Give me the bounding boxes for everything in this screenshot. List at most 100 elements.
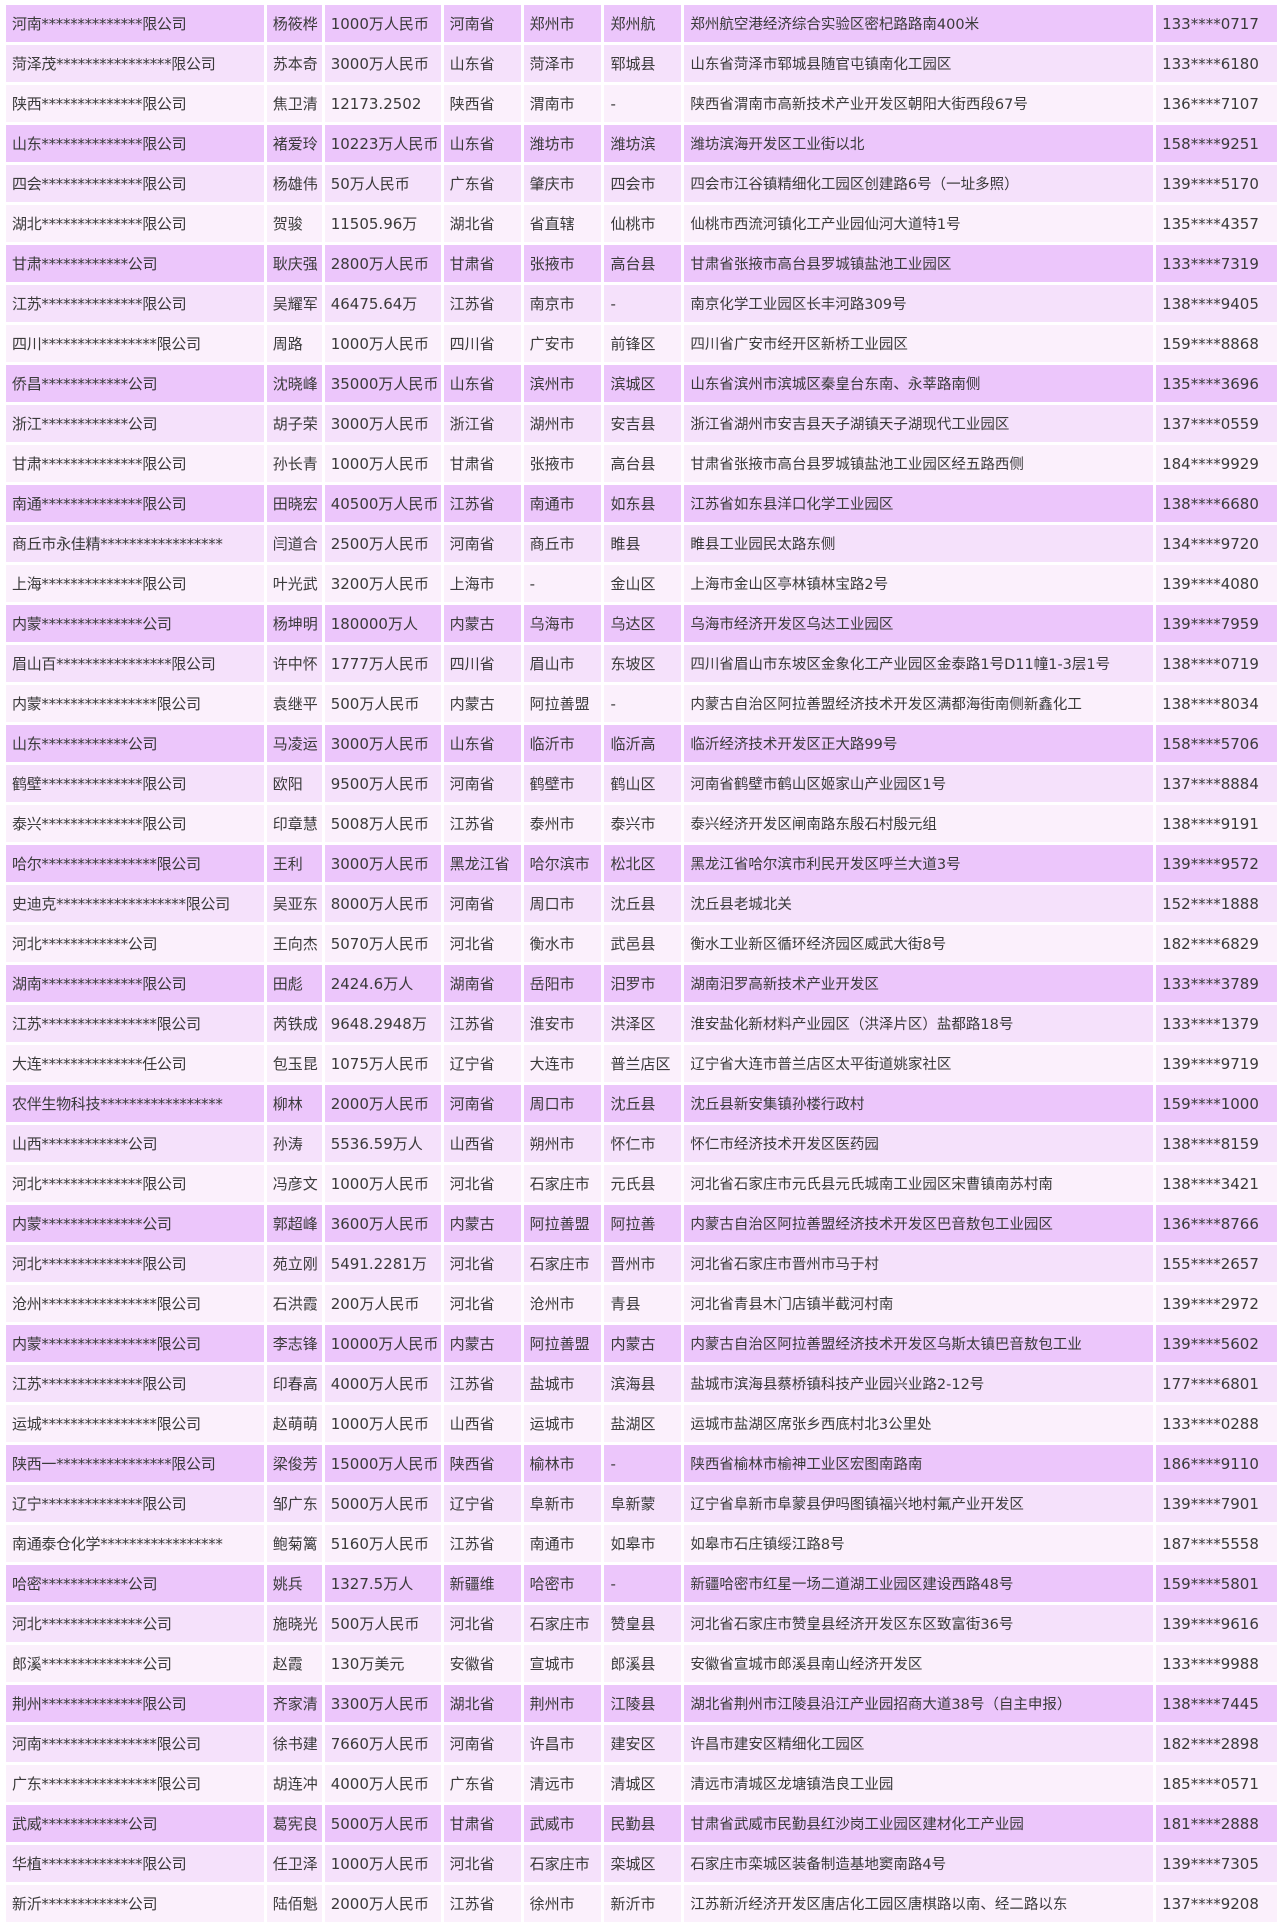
phone-cell: 181****2888 — [1156, 1805, 1277, 1842]
contact-cell: 姚兵 — [266, 1565, 322, 1602]
address-cell: 四川省广安市经开区新桥工业园区 — [684, 325, 1154, 362]
address-cell: 甘肃省武威市民勤县红沙岗工业园区建材化工产业园 — [684, 1805, 1154, 1842]
county-cell: 内蒙古 — [604, 1325, 682, 1362]
province-cell: 江苏省 — [443, 485, 521, 522]
county-cell: 前锋区 — [604, 325, 682, 362]
city-cell: 朔州市 — [523, 1125, 602, 1162]
phone-cell: 137****8884 — [1156, 765, 1277, 802]
province-cell: 山东省 — [443, 45, 521, 82]
county-cell: 如皋市 — [604, 1525, 682, 1562]
contact-cell: 杨筱桦 — [266, 5, 322, 42]
phone-cell: 159****8868 — [1156, 325, 1277, 362]
capital-cell: 5000万人民币 — [324, 1485, 441, 1522]
county-cell: - — [604, 685, 682, 722]
county-cell: 盐湖区 — [604, 1405, 682, 1442]
capital-cell: 3200万人民币 — [324, 565, 441, 602]
county-cell: 鹤山区 — [604, 765, 682, 802]
city-cell: 鹤壁市 — [523, 765, 602, 802]
capital-cell: 11505.96万 — [324, 205, 441, 242]
phone-cell: 139****2972 — [1156, 1285, 1277, 1322]
contact-cell: 石洪霞 — [266, 1285, 322, 1322]
province-cell: 河北省 — [443, 925, 521, 962]
table-row: 沧州****************限公司 石洪霞 200万人民币 河北省 沧州市 青县河… — [6, 1285, 1277, 1322]
company-cell: 甘肃**************限公司 — [6, 445, 264, 482]
city-cell: 阿拉善盟 — [523, 1325, 602, 1362]
phone-cell: 136****7107 — [1156, 85, 1277, 122]
capital-cell: 2000万人民币 — [324, 1885, 441, 1922]
address-cell: 乌海市经济开发区乌达工业园区 — [684, 605, 1154, 642]
province-cell: 河北省 — [443, 1245, 521, 1282]
table-row: 眉山百****************限公司 许中怀 1777万人民币 四川省 眉山市东… — [6, 645, 1277, 682]
province-cell: 浙江省 — [443, 405, 521, 442]
county-cell: 东坡区 — [604, 645, 682, 682]
province-cell: 黑龙江省 — [443, 845, 521, 882]
address-cell: 浙江省湖州市安吉县天子湖镇天子湖现代工业园区 — [684, 405, 1154, 442]
contact-cell: 马凌运 — [266, 725, 322, 762]
county-cell: 滨城区 — [604, 365, 682, 402]
county-cell: 郑州航 — [604, 5, 682, 42]
address-cell: 安徽省宣城市郎溪县南山经济开发区 — [684, 1645, 1154, 1682]
capital-cell: 5536.59万人 — [324, 1125, 441, 1162]
city-cell: 阿拉善盟 — [523, 685, 602, 722]
province-cell: 广东省 — [443, 165, 521, 202]
contact-cell: 苑立刚 — [266, 1245, 322, 1282]
county-cell: 临沂高 — [604, 725, 682, 762]
company-cell: 陕西**************限公司 — [6, 85, 264, 122]
phone-cell: 139****9616 — [1156, 1605, 1277, 1642]
table-row: 侨昌************公司 沈晓峰 35000万人民币 山东省 滨州市 滨城区 山东省… — [6, 365, 1277, 402]
province-cell: 江苏省 — [443, 1005, 521, 1042]
city-cell: 石家庄市 — [523, 1605, 602, 1642]
capital-cell: 5160万人民币 — [324, 1525, 441, 1562]
province-cell: 山西省 — [443, 1125, 521, 1162]
province-cell: 河南省 — [443, 765, 521, 802]
phone-cell: 138****9191 — [1156, 805, 1277, 842]
table-row: 河北**************限公司 苑立刚 5491.2281万 河北省 石家庄市晋… — [6, 1245, 1277, 1282]
table-row: 农伴生物科技***************** 柳林 2000万人民币 河南省 周口市沈… — [6, 1085, 1277, 1122]
contact-cell: 梁俊芳 — [266, 1445, 322, 1482]
city-cell: 盐城市 — [523, 1365, 602, 1402]
capital-cell: 10000万人民币 — [324, 1325, 441, 1362]
address-cell: 甘肃省张掖市高台县罗城镇盐池工业园区经五路西侧 — [684, 445, 1154, 482]
county-cell: 晋州市 — [604, 1245, 682, 1282]
company-cell: 湖南**************限公司 — [6, 965, 264, 1002]
city-cell: 省直辖 — [523, 205, 602, 242]
capital-cell: 130万美元 — [324, 1645, 441, 1682]
company-cell: 运城****************限公司 — [6, 1405, 264, 1442]
contact-cell: 袁继平 — [266, 685, 322, 722]
county-cell: - — [604, 285, 682, 322]
contact-cell: 王向杰 — [266, 925, 322, 962]
city-cell: 宣城市 — [523, 1645, 602, 1682]
address-cell: 陕西省榆林市榆神工业区宏图南路南 — [684, 1445, 1154, 1482]
table-row: 商丘市永佳精***************** 闫道合 2500万人民币 河南省 商丘市… — [6, 525, 1277, 562]
address-cell: 辽宁省阜新市阜蒙县伊吗图镇福兴地村氟产业开发区 — [684, 1485, 1154, 1522]
company-cell: 河北**************限公司 — [6, 1245, 264, 1282]
county-cell: - — [604, 1445, 682, 1482]
city-cell: 滨州市 — [523, 365, 602, 402]
phone-cell: 139****7959 — [1156, 605, 1277, 642]
city-cell: 广安市 — [523, 325, 602, 362]
capital-cell: 46475.64万 — [324, 285, 441, 322]
county-cell: 四会市 — [604, 165, 682, 202]
phone-cell: 182****2898 — [1156, 1725, 1277, 1762]
province-cell: 内蒙古 — [443, 1205, 521, 1242]
county-cell: 沈丘县 — [604, 1085, 682, 1122]
company-cell: 内蒙**************公司 — [6, 1205, 264, 1242]
contact-cell: 胡子荣 — [266, 405, 322, 442]
county-cell: 青县 — [604, 1285, 682, 1322]
company-cell: 南通**************限公司 — [6, 485, 264, 522]
county-cell: 安吉县 — [604, 405, 682, 442]
capital-cell: 1000万人民币 — [324, 1845, 441, 1882]
county-cell: 高台县 — [604, 445, 682, 482]
county-cell: 郎溪县 — [604, 1645, 682, 1682]
table-row: 山东************公司 马凌运 3000万人民币 山东省 临沂市 临沂高 临沂经济… — [6, 725, 1277, 762]
company-cell: 史迪克******************限公司 — [6, 885, 264, 922]
address-cell: 怀仁市经济技术开发区医药园 — [684, 1125, 1154, 1162]
address-cell: 南京化学工业园区长丰河路309号 — [684, 285, 1154, 322]
contact-cell: 田彪 — [266, 965, 322, 1002]
company-cell: 浙江************公司 — [6, 405, 264, 442]
county-cell: 如东县 — [604, 485, 682, 522]
company-cell: 武威************公司 — [6, 1805, 264, 1842]
contact-cell: 印章慧 — [266, 805, 322, 842]
contact-cell: 徐书建 — [266, 1725, 322, 1762]
company-cell: 鹤壁**************限公司 — [6, 765, 264, 802]
